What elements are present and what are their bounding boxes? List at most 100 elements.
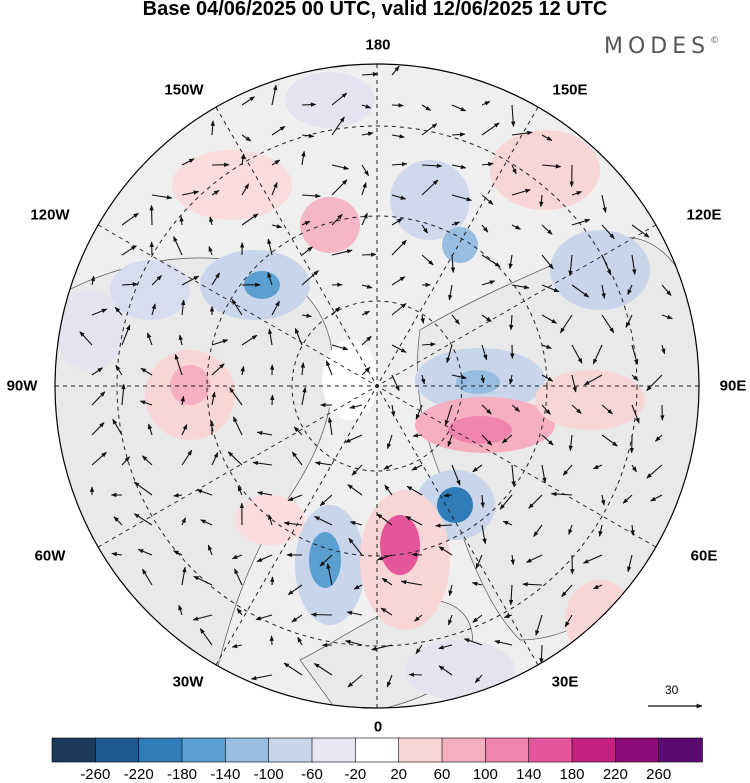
wind-vector [301,386,307,406]
wind-vector [550,491,573,497]
wind-vector [139,400,153,406]
wind-vector [541,224,553,235]
wind-vector [451,221,461,226]
wind-vector [293,426,303,436]
wind-vector [631,344,639,365]
wind-vector [528,494,543,509]
wind-vector [181,517,187,526]
wind-vector [481,314,492,322]
colorbar-tick-label: 220 [602,766,628,783]
wind-vector [331,164,350,170]
wind-vector [181,190,200,196]
wind-vector [361,252,377,257]
wind-vector [252,460,273,466]
colorbar-tick-label: -140 [210,766,241,783]
wind-vector [601,284,606,299]
wind-vector [481,280,496,286]
wind-vector [471,581,483,586]
wind-vector [625,314,633,328]
wind-vector [181,275,200,286]
colorbar-swatch [181,737,227,763]
wind-vector [178,604,183,616]
wind-vector [179,215,184,226]
wind-vector [472,614,483,623]
wind-vector [511,224,521,230]
wind-vector [383,464,393,470]
wind-vector [391,374,400,392]
wind-vector [361,131,374,136]
wind-vector [255,614,273,621]
anomaly-blob [442,227,478,263]
wind-vector [297,636,303,646]
wind-vector [112,418,123,436]
wind-vector [209,216,214,226]
colorbar-tick-label: 60 [433,766,451,783]
wind-vector [349,521,363,526]
wind-vector [287,584,303,596]
wind-vector [481,194,494,205]
wind-vector [301,150,306,166]
wind-vector [501,434,513,444]
lon-label-0: 0 [373,718,383,736]
wind-vector [421,224,429,234]
wind-vector [301,246,313,256]
wind-vector [601,404,613,415]
lon-label-150e: 150E [552,81,588,99]
wind-vector [631,404,640,424]
wind-vector [149,204,154,226]
wind-vector [592,584,603,590]
anomaly-blob [55,290,125,370]
wind-vector [568,254,573,277]
wind-vector [347,674,363,688]
lon-label-60w: 60W [34,547,66,565]
wind-vector [435,523,453,528]
wind-vector [371,644,393,651]
wind-vector [271,181,278,196]
wind-vector [349,404,363,409]
wind-vector [269,576,275,586]
wind-vector [451,464,461,486]
wind-vector [121,456,130,466]
wind-vector [287,494,303,502]
wind-vector [231,554,243,560]
wind-vector [121,212,139,226]
wind-vector [351,464,363,476]
wind-vector [451,132,466,137]
wind-vector [173,235,183,256]
wind-vector [291,614,303,623]
wind-vector [211,363,225,376]
wind-vector [241,134,252,142]
meridians [55,64,699,708]
wind-vector [268,514,273,526]
wind-vector [475,554,483,570]
wind-vector [211,189,220,196]
wind-vector [291,451,303,466]
wind-vector [310,612,333,617]
wind-vector [631,254,637,275]
wind-vector [438,546,453,556]
wind-vector [571,218,591,226]
wind-vector [270,394,275,406]
wind-vector [444,404,453,426]
wind-vector [361,310,370,316]
colorbar-swatch [95,737,140,763]
anomaly-blob [390,160,470,240]
wind-vector [631,464,637,473]
wind-vector [405,515,423,526]
wind-vector [269,635,274,646]
wind-vector [446,344,453,364]
anomaly-blob [437,487,473,523]
wind-vector [331,179,348,196]
wind-vector [133,481,153,496]
wind-vector [541,374,554,382]
wind-vector [283,662,303,676]
wind-vector [598,524,603,537]
wind-vector [232,416,243,436]
wind-vector [511,164,517,175]
wind-vector [133,513,153,526]
wind-vector [121,245,137,256]
wind-vector [415,644,423,655]
wind-vector [79,331,93,346]
wind-vector [173,550,183,556]
colorbar-swatch [571,737,617,763]
